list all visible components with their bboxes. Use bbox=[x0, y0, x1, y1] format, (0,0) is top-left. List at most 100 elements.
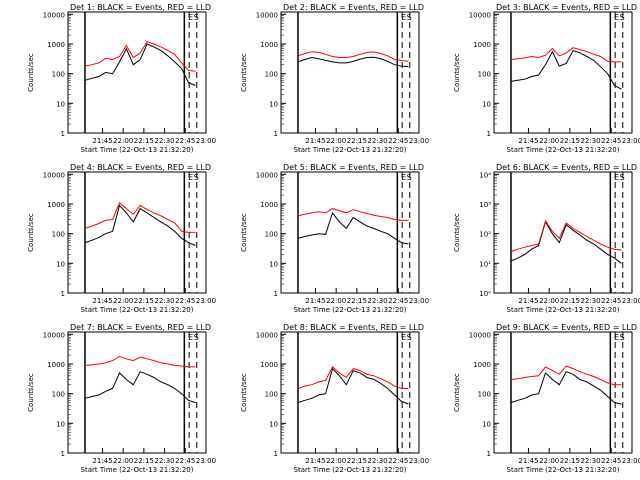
x-tick-label: 22:00 bbox=[539, 297, 559, 305]
y-axis-label: Counts/sec bbox=[453, 213, 461, 252]
x-tick-label: 22:45 bbox=[175, 137, 195, 145]
marker-label-s: S bbox=[194, 13, 199, 22]
x-tick-label: 23:00 bbox=[409, 137, 429, 145]
y-tick-label: 10 bbox=[482, 420, 491, 428]
y-tick-label: 10 bbox=[56, 100, 65, 108]
detector-panel-9: Det 9: BLACK = Events, RED = LLD 1 10 100 10… bbox=[453, 323, 640, 474]
marker-label-s: S bbox=[620, 13, 625, 22]
y-tick-label: 10⁰ bbox=[479, 290, 491, 298]
x-tick-label: 23:00 bbox=[196, 457, 216, 465]
marker-label-e: E bbox=[401, 173, 406, 182]
y-tick-label: 1 bbox=[274, 130, 278, 138]
y-tick-label: 100 bbox=[478, 391, 491, 399]
y-tick-label: 1 bbox=[274, 450, 278, 458]
x-tick-label: 22:30 bbox=[367, 457, 387, 465]
y-tick-label: 10000 bbox=[256, 11, 278, 19]
x-tick-label: 23:00 bbox=[196, 137, 216, 145]
panel-title: Det 8: BLACK = Events, RED = LLD bbox=[283, 323, 424, 332]
x-tick-label: 22:30 bbox=[154, 297, 174, 305]
x-tick-label: 23:00 bbox=[196, 297, 216, 305]
y-tick-label: 1 bbox=[274, 290, 278, 298]
x-tick-label: 22:15 bbox=[347, 137, 367, 145]
y-tick-label: 1000 bbox=[260, 361, 278, 369]
y-tick-label: 1 bbox=[61, 450, 65, 458]
series-line-lld bbox=[84, 355, 196, 368]
y-tick-label: 1 bbox=[487, 450, 491, 458]
marker-label-e: E bbox=[614, 333, 619, 342]
x-axis-label: Start Time (22-Oct-13 21:32:20) bbox=[507, 146, 620, 154]
x-axis-label: Start Time (22-Oct-13 21:32:20) bbox=[507, 306, 620, 314]
x-tick-label: 22:30 bbox=[367, 137, 387, 145]
x-tick-label: 22:15 bbox=[134, 457, 154, 465]
series-line-events bbox=[84, 43, 196, 86]
x-tick-label: 21:45 bbox=[92, 297, 112, 305]
y-tick-label: 10² bbox=[479, 231, 491, 239]
x-tick-label: 22:15 bbox=[560, 457, 580, 465]
panel-title: Det 2: BLACK = Events, RED = LLD bbox=[283, 3, 424, 12]
x-tick-label: 22:15 bbox=[347, 297, 367, 305]
series-line-lld bbox=[510, 47, 622, 63]
marker-label-s: S bbox=[407, 173, 412, 182]
x-tick-label: 23:00 bbox=[622, 297, 640, 305]
series-line-events bbox=[297, 56, 409, 68]
x-tick-label: 22:30 bbox=[154, 457, 174, 465]
y-tick-label: 10000 bbox=[43, 11, 65, 19]
panel-title: Det 9: BLACK = Events, RED = LLD bbox=[496, 323, 637, 332]
detector-panel-1: Det 1: BLACK = Events, RED = LLD 1 10 100 10… bbox=[27, 3, 216, 154]
x-tick-label: 23:00 bbox=[409, 457, 429, 465]
plot-frame bbox=[67, 11, 207, 134]
x-tick-label: 22:45 bbox=[601, 297, 621, 305]
y-axis-label: Counts/sec bbox=[27, 213, 35, 252]
y-tick-label: 10 bbox=[269, 100, 278, 108]
x-tick-label: 22:00 bbox=[326, 297, 346, 305]
plot-frame bbox=[493, 11, 633, 134]
x-tick-label: 21:45 bbox=[518, 137, 538, 145]
panel-title: Det 1: BLACK = Events, RED = LLD bbox=[70, 3, 211, 12]
detector-panel-7: Det 7: BLACK = Events, RED = LLD 1 10 100 10… bbox=[27, 323, 216, 474]
series-line-lld bbox=[297, 208, 409, 221]
marker-label-e: E bbox=[401, 333, 406, 342]
marker-label-e: E bbox=[188, 173, 193, 182]
x-tick-label: 23:00 bbox=[622, 137, 640, 145]
y-tick-label: 10000 bbox=[256, 171, 278, 179]
series-line-events bbox=[510, 49, 622, 90]
y-tick-label: 1 bbox=[487, 130, 491, 138]
y-tick-label: 10 bbox=[56, 260, 65, 268]
x-tick-label: 22:30 bbox=[367, 297, 387, 305]
marker-label-s: S bbox=[194, 333, 199, 342]
y-axis-label: Counts/sec bbox=[240, 373, 248, 412]
x-tick-label: 22:15 bbox=[134, 137, 154, 145]
x-tick-label: 23:00 bbox=[409, 297, 429, 305]
detector-panel-8: Det 8: BLACK = Events, RED = LLD 1 10 100 10… bbox=[240, 323, 429, 474]
y-tick-label: 1000 bbox=[47, 361, 65, 369]
y-tick-label: 100 bbox=[52, 231, 65, 239]
series-line-events bbox=[84, 371, 196, 404]
marker-label-s: S bbox=[620, 333, 625, 342]
panel-title: Det 4: BLACK = Events, RED = LLD bbox=[70, 163, 211, 172]
y-tick-label: 100 bbox=[265, 71, 278, 79]
y-tick-label: 100 bbox=[265, 391, 278, 399]
x-tick-label: 21:45 bbox=[305, 137, 325, 145]
detector-panel-3: Det 3: BLACK = Events, RED = LLD 1 10 100 10… bbox=[453, 3, 640, 154]
x-tick-label: 22:00 bbox=[113, 297, 133, 305]
marker-label-s: S bbox=[407, 333, 412, 342]
x-tick-label: 22:45 bbox=[601, 137, 621, 145]
y-tick-label: 10000 bbox=[43, 331, 65, 339]
plot-frame bbox=[67, 331, 207, 454]
x-tick-label: 22:45 bbox=[388, 457, 408, 465]
x-tick-label: 22:15 bbox=[560, 297, 580, 305]
series-line-events bbox=[510, 220, 622, 264]
x-axis-label: Start Time (22-Oct-13 21:32:20) bbox=[81, 146, 194, 154]
x-tick-label: 22:30 bbox=[580, 297, 600, 305]
y-tick-label: 10¹ bbox=[479, 260, 491, 268]
series-line-lld bbox=[510, 365, 622, 386]
y-tick-label: 10 bbox=[269, 420, 278, 428]
x-tick-label: 22:15 bbox=[134, 297, 154, 305]
y-axis-label: Counts/sec bbox=[27, 53, 35, 92]
x-tick-label: 22:45 bbox=[175, 457, 195, 465]
detector-panel-6: Det 6: BLACK = Events, RED = LLD 10⁰ 10¹ 10… bbox=[453, 163, 640, 314]
y-tick-label: 10000 bbox=[43, 171, 65, 179]
x-axis-label: Start Time (22-Oct-13 21:32:20) bbox=[81, 306, 194, 314]
x-tick-label: 22:00 bbox=[326, 137, 346, 145]
marker-label-s: S bbox=[194, 173, 199, 182]
